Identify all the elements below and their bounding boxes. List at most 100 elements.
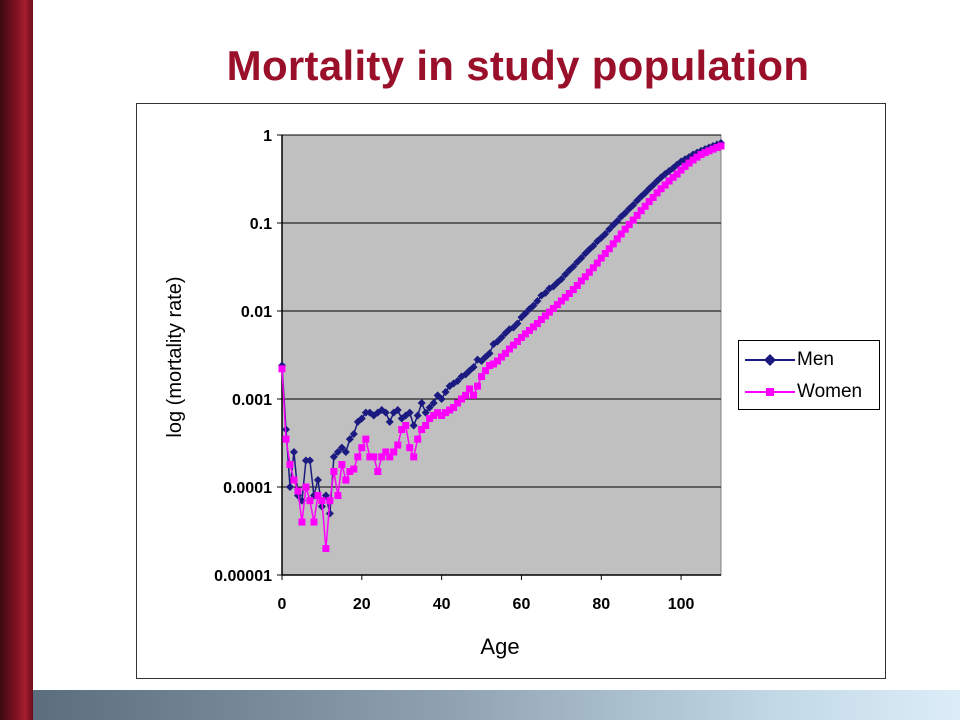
data-point-women (669, 173, 677, 181)
data-point-women (394, 441, 402, 449)
data-point-women (677, 166, 685, 174)
data-point-men (405, 408, 414, 417)
data-point-women (438, 411, 446, 419)
data-point-men (485, 349, 494, 358)
data-point-women (549, 304, 557, 312)
data-point-women (374, 468, 382, 476)
data-point-women (326, 497, 334, 505)
data-point-women (593, 259, 601, 267)
data-point-men (469, 363, 478, 372)
data-point-men (337, 443, 346, 452)
data-point-men (429, 399, 438, 408)
data-point-women (350, 465, 358, 473)
data-point-men (437, 395, 446, 403)
data-point-men (609, 220, 618, 229)
x-tick-label: 20 (353, 596, 371, 613)
data-point-women (370, 453, 378, 461)
data-point-men (621, 208, 630, 217)
data-point-women (418, 426, 426, 434)
data-point-men (577, 254, 586, 263)
x-axis-label: Age (480, 634, 519, 659)
data-point-women (290, 476, 298, 484)
data-point-men (589, 241, 598, 250)
data-point-women (513, 338, 521, 346)
x-tick-label: 60 (513, 596, 531, 613)
y-tick-labels: 1 0.1 0.01 0.001 0.0001 0.00001 (214, 128, 272, 585)
data-point-women (286, 461, 294, 469)
data-point-women (649, 193, 657, 201)
data-point-women (573, 281, 581, 289)
data-point-women (354, 453, 362, 461)
data-point-women (342, 476, 350, 484)
x-tick-labels: 0 20 40 60 80 100 (278, 596, 695, 613)
legend-label-men: Men (797, 349, 834, 370)
data-point-women (533, 320, 541, 328)
data-point-men (305, 456, 314, 465)
y-tick-label: 0.001 (232, 392, 272, 409)
legend-item-men: Men (739, 347, 881, 373)
data-point-women (565, 290, 573, 298)
data-point-men (525, 305, 534, 314)
y-tick-label: 0.00001 (214, 568, 272, 585)
data-point-women (673, 170, 681, 178)
data-point-women (705, 147, 713, 155)
data-point-women (314, 492, 322, 500)
data-point-men (313, 476, 322, 485)
data-point-men (593, 237, 602, 246)
data-point-women (454, 399, 462, 407)
data-point-men (345, 435, 354, 444)
data-point-men (513, 319, 522, 328)
data-point-men (341, 447, 350, 456)
data-point-men (285, 483, 294, 491)
y-tick-label: 0.0001 (223, 480, 272, 497)
data-point-women (322, 545, 330, 553)
data-point-women (609, 240, 617, 248)
data-point-men (565, 266, 574, 275)
data-point-women (653, 189, 661, 197)
data-point-men (349, 430, 358, 439)
data-point-men (625, 204, 634, 213)
data-point-women (278, 365, 286, 373)
data-point-women (470, 391, 478, 399)
data-point-men (613, 217, 622, 226)
data-point-men (421, 408, 430, 417)
data-point-women (450, 404, 458, 412)
data-point-women (306, 497, 314, 505)
data-point-women (494, 357, 502, 365)
data-point-women (577, 277, 585, 285)
data-point-men (601, 229, 610, 238)
data-point-women (665, 177, 673, 185)
data-point-women (501, 349, 509, 357)
data-point-men (381, 408, 390, 417)
data-point-women (713, 144, 721, 152)
data-point-women (402, 421, 410, 429)
legend-item-women: Women (739, 379, 881, 405)
data-point-men (329, 452, 338, 461)
data-point-men (441, 388, 450, 397)
legend-swatch-men (745, 354, 795, 366)
data-point-women (282, 435, 290, 443)
data-point-women (482, 367, 490, 375)
data-point-women (629, 216, 637, 224)
data-point-women (553, 301, 561, 309)
data-point-men (453, 377, 462, 386)
bottom-accent-bar (33, 690, 960, 720)
data-point-women (605, 245, 613, 253)
data-point-women (569, 286, 577, 294)
data-point-women (557, 297, 565, 305)
data-point-men (529, 301, 538, 310)
data-point-women (382, 448, 390, 456)
data-point-women (462, 391, 470, 399)
data-point-women (589, 264, 597, 272)
x-tick-label: 0 (278, 596, 287, 613)
series (278, 139, 725, 553)
x-tick-label: 40 (433, 596, 451, 613)
data-point-men (557, 275, 566, 284)
data-point-men (581, 249, 590, 258)
data-point-women (717, 142, 725, 150)
data-point-women (458, 395, 466, 403)
data-point-men (521, 309, 530, 318)
data-point-men (517, 313, 526, 322)
data-point-women (406, 444, 414, 452)
x-tick-label: 80 (592, 596, 610, 613)
